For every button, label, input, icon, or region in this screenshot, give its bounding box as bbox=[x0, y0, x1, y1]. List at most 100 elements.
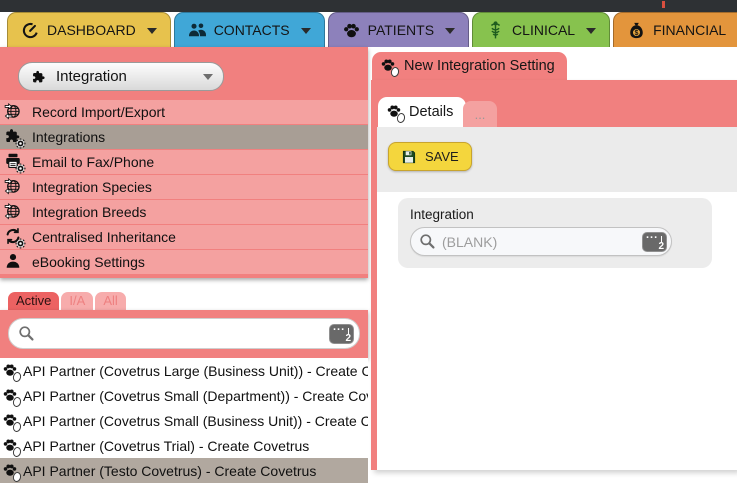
paw-icon bbox=[2, 437, 23, 458]
sidebar-menu-panel: Integration Record Import/Export Integra… bbox=[0, 47, 368, 278]
sidebar-item-ebooking-settings[interactable]: eBooking Settings bbox=[0, 250, 368, 274]
list-item-label: API Partner (Covetrus Small (Business Un… bbox=[23, 412, 368, 429]
caduceus-icon bbox=[486, 21, 505, 40]
save-button[interactable]: SAVE bbox=[388, 142, 472, 171]
printer-gear-icon bbox=[4, 152, 25, 172]
integration-results-list: API Partner (Covetrus Large (Business Un… bbox=[0, 358, 368, 485]
nav-tab-contacts[interactable]: CONTACTS bbox=[173, 12, 325, 47]
save-button-label: SAVE bbox=[425, 149, 459, 164]
sidebar-item-email-to-fax-phone[interactable]: Email to Fax/Phone bbox=[0, 150, 368, 174]
module-dropdown-label: Integration bbox=[56, 68, 127, 85]
menu-item-label: Integration Species bbox=[32, 179, 152, 195]
chevron-down-icon bbox=[445, 27, 456, 39]
menu-item-label: Integration Breeds bbox=[32, 204, 147, 220]
sidebar-item-integration-species[interactable]: Integration Species bbox=[0, 175, 368, 199]
search-icon bbox=[18, 325, 35, 342]
menu-item-label: Integrations bbox=[32, 129, 106, 145]
people-icon bbox=[188, 21, 207, 40]
keyboard-badge-count: 2 bbox=[345, 332, 351, 344]
keyboard-dots: ... bbox=[333, 320, 346, 333]
nav-tab-label: DASHBOARD bbox=[47, 22, 136, 38]
filter-tab-ia[interactable]: I/A bbox=[61, 292, 94, 310]
new-integration-setting-panel: Details ... SAVE Integration ... 2 bbox=[371, 80, 737, 470]
list-item-label: API Partner (Testo Covetrus) - Create Co… bbox=[23, 462, 317, 479]
keyboard-bar bbox=[347, 327, 349, 334]
integration-lookup-field: ... 2 bbox=[410, 227, 672, 256]
sidebar-item-integration-breeds[interactable]: Integration Breeds bbox=[0, 200, 368, 224]
paw-icon bbox=[2, 412, 23, 433]
globe-transfer-icon bbox=[4, 102, 25, 122]
paw-icon bbox=[2, 387, 23, 408]
list-item-label: API Partner (Covetrus Large (Business Un… bbox=[23, 362, 368, 379]
puzzle-icon bbox=[31, 69, 47, 85]
topbar-cursor-mark bbox=[662, 1, 665, 8]
tab-details[interactable]: Details bbox=[378, 97, 467, 127]
globe-transfer-icon bbox=[4, 202, 25, 222]
list-item[interactable]: API Partner (Testo Covetrus) - Create Co… bbox=[0, 458, 368, 483]
nav-tab-label: FINANCIAL bbox=[653, 22, 727, 38]
chevron-down-icon bbox=[300, 27, 311, 39]
search-icon bbox=[419, 233, 436, 250]
floppy-disk-icon bbox=[401, 149, 417, 165]
sidebar-menu: Record Import/Export Integrations Email … bbox=[0, 100, 368, 275]
main-nav-tabs: DASHBOARD CONTACTS PATIENTS CLINICAL FIN… bbox=[0, 12, 737, 47]
globe-transfer-icon bbox=[4, 177, 25, 197]
window-tab-label: New Integration Setting bbox=[404, 58, 555, 74]
person-icon bbox=[4, 252, 25, 272]
module-dropdown[interactable]: Integration bbox=[18, 62, 224, 91]
integration-field-label: Integration bbox=[410, 207, 474, 222]
keyboard-dots: ... bbox=[646, 228, 659, 241]
sidebar-item-record-import-export[interactable]: Record Import/Export bbox=[0, 100, 368, 124]
chevron-down-icon bbox=[203, 74, 213, 85]
paw-icon bbox=[342, 21, 361, 40]
paw-icon bbox=[2, 462, 23, 483]
menu-item-label: Email to Fax/Phone bbox=[32, 154, 155, 170]
keyboard-badge-count: 2 bbox=[658, 240, 664, 252]
filter-tab-all[interactable]: All bbox=[95, 292, 126, 310]
details-toolbar: SAVE bbox=[377, 127, 737, 192]
sidebar-item-integrations[interactable]: Integrations bbox=[0, 125, 368, 149]
moneybag-icon bbox=[627, 21, 646, 40]
gauge-icon bbox=[21, 21, 40, 40]
list-item-label: API Partner (Covetrus Trial) - Create Co… bbox=[23, 437, 310, 454]
nav-tab-clinical[interactable]: CLINICAL bbox=[472, 12, 611, 47]
detail-tab-strip: Details ... bbox=[377, 80, 737, 127]
nav-tab-label: CLINICAL bbox=[512, 22, 576, 38]
filter-tab-active[interactable]: Active bbox=[8, 292, 60, 310]
chevron-down-icon bbox=[586, 27, 597, 39]
tab-details-label: Details bbox=[409, 104, 454, 120]
menu-item-label: Centralised Inheritance bbox=[32, 229, 176, 245]
list-item[interactable]: API Partner (Covetrus Small (Department)… bbox=[0, 383, 368, 408]
keyboard-bar bbox=[660, 235, 662, 242]
nav-tab-label: PATIENTS bbox=[367, 22, 435, 38]
keyboard-badge-icon[interactable]: ... 2 bbox=[642, 228, 667, 252]
paw-icon bbox=[2, 362, 23, 383]
details-content: Integration ... 2 bbox=[377, 192, 737, 470]
paw-icon bbox=[380, 57, 401, 78]
chevron-down-icon bbox=[146, 27, 157, 39]
nav-tab-patients[interactable]: PATIENTS bbox=[327, 12, 470, 47]
integration-field-group: Integration ... 2 bbox=[398, 198, 712, 268]
sync-gear-icon bbox=[4, 227, 25, 247]
puzzle-gear-icon bbox=[4, 127, 25, 147]
nav-tab-dashboard[interactable]: DASHBOARD bbox=[7, 12, 171, 47]
sidebar-item-centralised-inheritance[interactable]: Centralised Inheritance bbox=[0, 225, 368, 249]
tab-more[interactable]: ... bbox=[463, 101, 497, 127]
list-item[interactable]: API Partner (Covetrus Small (Business Un… bbox=[0, 408, 368, 433]
keyboard-badge-icon[interactable]: ... 2 bbox=[329, 320, 354, 344]
menu-item-label: Record Import/Export bbox=[32, 104, 166, 120]
nav-tab-financial[interactable]: FINANCIAL bbox=[613, 12, 737, 47]
sidebar-search-panel: ... 2 bbox=[0, 310, 368, 358]
list-item[interactable]: API Partner (Covetrus Large (Business Un… bbox=[0, 358, 368, 383]
search-box: ... 2 bbox=[8, 318, 360, 349]
menu-item-label: eBooking Settings bbox=[32, 254, 145, 270]
window-tab-new-integration-setting[interactable]: New Integration Setting bbox=[372, 52, 567, 80]
top-title-bar bbox=[0, 0, 737, 12]
integration-lookup-input[interactable] bbox=[442, 233, 636, 250]
sidebar-search-input[interactable] bbox=[41, 325, 323, 342]
list-item-label: API Partner (Covetrus Small (Department)… bbox=[23, 387, 368, 404]
nav-tab-label: CONTACTS bbox=[213, 22, 290, 38]
list-item[interactable]: API Partner (Covetrus Trial) - Create Co… bbox=[0, 433, 368, 458]
result-filter-tabs: Active I/A All bbox=[8, 292, 126, 310]
paw-icon bbox=[386, 103, 407, 124]
